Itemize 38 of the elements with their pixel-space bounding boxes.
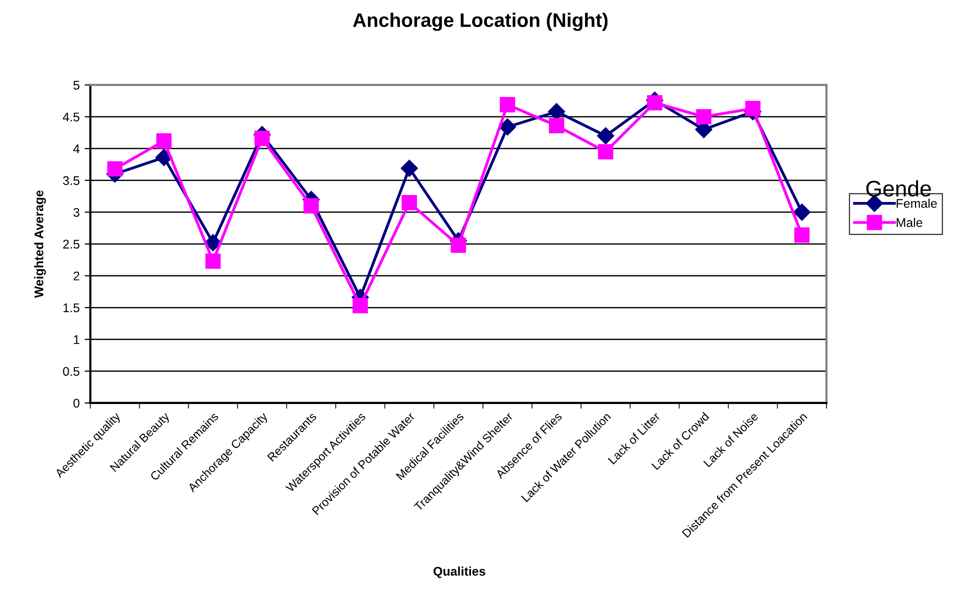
y-tick-label: 4 xyxy=(73,144,80,154)
x-axis-title: Qualities xyxy=(433,566,486,578)
legend-title: Gende xyxy=(866,180,931,197)
y-tick-label: 4.5 xyxy=(62,112,80,122)
point xyxy=(204,234,222,252)
point xyxy=(794,227,810,243)
point xyxy=(352,298,368,314)
y-tick-label: 0.5 xyxy=(63,366,80,376)
point xyxy=(156,133,172,149)
point xyxy=(548,118,564,134)
point xyxy=(498,118,516,136)
legend-label: Male xyxy=(896,218,922,228)
y-axis-title: Weighted Average xyxy=(34,190,46,298)
point xyxy=(696,109,712,124)
point xyxy=(254,130,270,146)
point xyxy=(598,144,614,160)
y-tick-label: 3 xyxy=(73,208,80,217)
point xyxy=(400,160,418,177)
y-tick-label: 2 xyxy=(74,272,80,280)
point xyxy=(647,95,662,110)
y-tick-label: 5 xyxy=(73,80,80,90)
y-tick-label: 1 xyxy=(74,335,80,344)
point xyxy=(500,97,516,112)
point xyxy=(107,161,123,177)
y-tick-label: 2.5 xyxy=(63,240,80,249)
point xyxy=(745,100,760,116)
y-tick-label: 0 xyxy=(73,398,80,408)
y-tick-label: 1.5 xyxy=(63,303,80,312)
point xyxy=(205,254,221,269)
point xyxy=(304,198,319,214)
point xyxy=(450,238,466,253)
y-tick-label: 3.5 xyxy=(63,176,80,186)
chart-title: Anchorage Location (Night) xyxy=(352,12,608,31)
point xyxy=(155,148,172,166)
legend-label: Female xyxy=(896,198,937,208)
point xyxy=(793,204,810,221)
point xyxy=(402,194,417,210)
point xyxy=(597,127,614,144)
